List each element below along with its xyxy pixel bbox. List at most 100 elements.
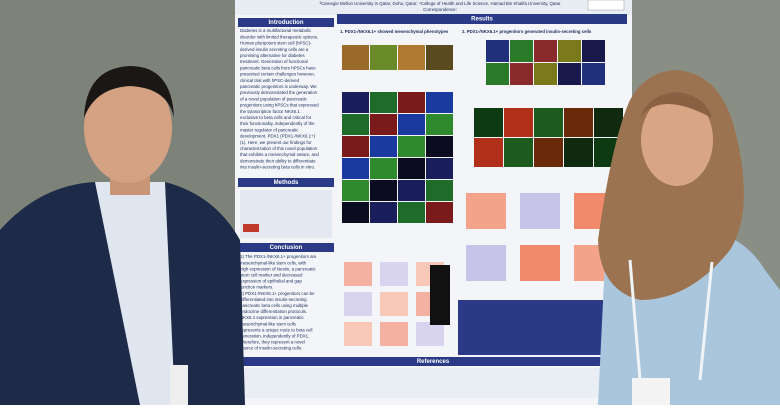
heatmap: [466, 193, 506, 229]
micrograph: [370, 202, 397, 223]
text-line: into insulin-secreting beta cells in vit…: [240, 165, 315, 170]
micrograph: [398, 158, 425, 179]
micrograph: [564, 138, 593, 167]
micrograph: [370, 180, 397, 201]
text-line: expression of epithelial and gap: [240, 279, 302, 284]
text-line: Human pluripotent stem cell (hPSC)-: [240, 41, 312, 46]
correspondence: Correspondence:: [423, 7, 457, 12]
micrograph: [342, 45, 369, 70]
micrograph: [474, 108, 503, 137]
text-line: pancreatic progenitors is underway. We: [240, 84, 317, 89]
heatmap: [416, 322, 444, 346]
micrograph: [582, 63, 605, 85]
micrograph: [510, 63, 533, 85]
micrograph: [342, 136, 369, 157]
references-text: [240, 368, 625, 398]
text-line: source of insulin-secreting cells.: [240, 346, 302, 351]
section-bar: [238, 243, 334, 252]
heatmap: [344, 292, 372, 316]
conclusion-text: 1) The PDX1-/NKX6.1+ progenitors aremese…: [239, 254, 317, 351]
micrograph: [474, 138, 503, 167]
text-line: clinical trial with hPSC-derived: [240, 78, 300, 83]
section-bar: [238, 18, 334, 27]
text-line: junction markers.: [239, 285, 273, 290]
micrograph: [504, 108, 533, 137]
text-line: progenitors using hPSCs that expressed: [240, 103, 319, 108]
micrograph: [398, 92, 425, 113]
micrograph: [342, 114, 369, 135]
text-line: their functionality, independently of th…: [240, 121, 315, 126]
person-woman: [598, 70, 780, 405]
text-line: derived insulin secreting cells are a: [240, 47, 309, 52]
micrograph: [486, 40, 509, 62]
micrograph: [558, 63, 581, 85]
section-bar: [238, 178, 334, 187]
micrograph: [398, 114, 425, 135]
micrograph: [370, 45, 397, 70]
micrograph: [504, 138, 533, 167]
micrograph: [582, 40, 605, 62]
text-line: mesenchymal-like stem cells, with: [240, 260, 307, 265]
heatmap: [344, 322, 372, 346]
micrograph: [370, 136, 397, 157]
heatmap: [380, 322, 408, 346]
data-table: [458, 300, 606, 355]
micrograph: [426, 202, 453, 223]
micrograph: [426, 92, 453, 113]
hair: [84, 66, 174, 118]
micrograph: [534, 40, 557, 62]
micrograph: [558, 40, 581, 62]
logo: [587, 0, 625, 11]
gel-image: [430, 265, 450, 325]
text-line: treatment. Generation of functional: [240, 59, 308, 64]
text-line: 2) PDX1-/NKX6.1+ progenitors can be: [240, 291, 315, 296]
micrograph: [398, 45, 425, 70]
micrograph: [370, 114, 397, 135]
heatmap: [380, 292, 408, 316]
text-line: Therefore, they represent a novel: [240, 340, 305, 345]
micrograph: [426, 180, 453, 201]
figures: [342, 40, 623, 355]
text-line: that exhibits a mesenchymal nature, and: [240, 152, 319, 157]
text-line: promising alternative for diabetes: [240, 53, 305, 58]
heatmap: [466, 245, 506, 281]
text-line: previously demonstrated the generation: [240, 90, 318, 95]
section-bar: [337, 14, 627, 24]
badge: [632, 378, 670, 405]
micrograph: [426, 114, 453, 135]
poster-header: [235, 0, 632, 15]
text-line: Diabetes is a multifactorial metabolic: [240, 28, 312, 33]
face: [84, 73, 172, 183]
micrograph: [342, 202, 369, 223]
text-line: mesenchymal-like stem cells: [240, 321, 297, 326]
lanyard: [628, 259, 714, 381]
panel-title: 2. PDX1-/NKX6.1+ progenitors generated i…: [462, 29, 592, 34]
section-title: Results: [471, 17, 493, 23]
text-line: generation, independently of PDX1.: [240, 333, 309, 338]
text-line: of a novel population of pancreatic: [240, 96, 308, 101]
text-line: exclusive to beta cells and critical for: [240, 115, 312, 120]
face: [641, 94, 713, 186]
shirt: [95, 182, 175, 405]
micrograph: [594, 108, 623, 137]
text-line: NKX6.1 expression in pancreatic: [240, 315, 305, 320]
text-line: endocrine differentiation protocols.: [240, 309, 307, 314]
text-line: disorder with limited therapeutic option…: [240, 34, 318, 39]
text-line: stem cell marker and decreased: [240, 272, 303, 277]
micrograph: [534, 108, 563, 137]
person-man: [0, 66, 245, 405]
micrograph: [486, 63, 509, 85]
heatmap: [380, 262, 408, 286]
intro-text: Diabetes is a multifactorial metabolicdi…: [240, 28, 319, 169]
text-line: master regulator of pancreatic: [240, 127, 299, 132]
micrograph: [564, 108, 593, 137]
badge: [170, 365, 188, 405]
text-line: 1) The PDX1-/NKX6.1+ progenitors are: [240, 254, 317, 259]
heatmap: [520, 193, 560, 229]
panel-title: 1. PDX1-/NKX6.1+ showed mesenchymal phen…: [340, 29, 449, 34]
section-title: Introduction: [269, 20, 304, 26]
text-line: differentiated into insulin-secreting: [240, 297, 307, 302]
text-line: demonstrate their ability to differentia…: [240, 158, 316, 163]
micrograph: [370, 92, 397, 113]
